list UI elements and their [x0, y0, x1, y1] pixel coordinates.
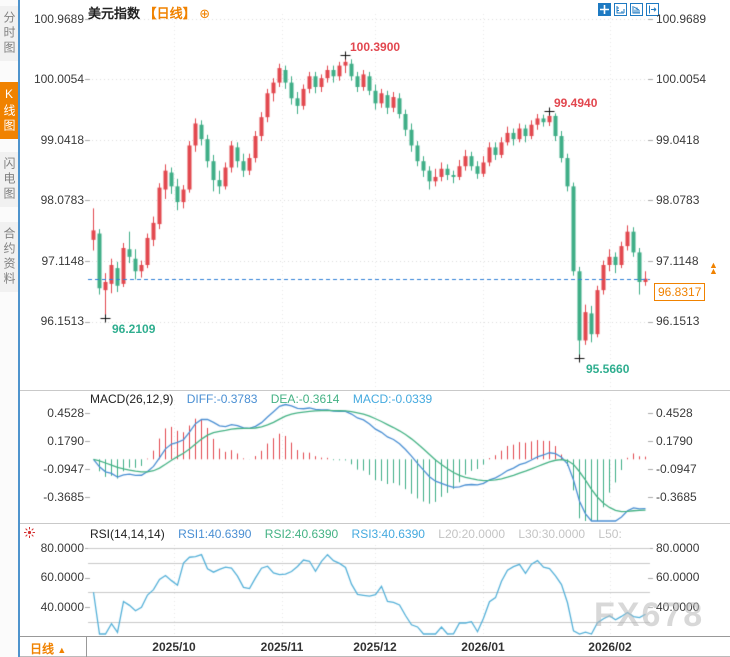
rsi-header: RSI(14,14,14) RSI1:40.6390 RSI2:40.6390 … [90, 527, 632, 541]
y-axis-label-left: 99.0418 [40, 133, 84, 147]
y-axis-label-left: 97.1148 [41, 254, 85, 268]
x-axis-label: 2025/11 [260, 640, 304, 654]
panel-divider [20, 523, 730, 524]
y-axis-label-left: 100.0054 [33, 72, 84, 86]
y-axis-label-left: 100.9689 [33, 12, 84, 26]
x-axis-label: 2026/01 [461, 640, 505, 654]
macd-axis-label-right: -0.3685 [656, 490, 697, 504]
annotation-low: 95.5660 [586, 362, 630, 376]
current-price-badge: 96.8317 [654, 283, 706, 301]
macd-title: MACD(26,12,9) [90, 392, 174, 406]
price-up-arrow-icon: ▲ ▲ [709, 260, 718, 276]
y-axis-label-right: 100.9689 [656, 12, 707, 26]
rsi-l50-value: L50: [598, 527, 622, 541]
rsi1-value: RSI1:40.6390 [178, 527, 252, 541]
y-axis-label-left: 96.1513 [40, 314, 84, 328]
macd-header: MACD(26,12,9) DIFF:-0.3783 DEA:-0.3614 M… [90, 392, 442, 406]
macd-axis-label-right: -0.0947 [656, 462, 697, 476]
annotation-low: 96.2109 [112, 322, 156, 336]
x-axis-label: 2025/12 [353, 640, 397, 654]
y-axis-label-right: 98.0783 [656, 193, 700, 207]
chart-title: 美元指数 【日线】 ⊕ [88, 3, 210, 22]
period-tag: 【日线】 [143, 6, 196, 21]
y-axis-label-right: 97.1148 [656, 254, 699, 268]
sidebar-item-timeline-chart[interactable]: 分时图 [0, 6, 18, 61]
crosshair-icon[interactable] [598, 3, 611, 16]
rsi-axis-label-right: 60.0000 [656, 570, 700, 584]
macd-diff-value: DIFF:-0.3783 [186, 392, 258, 406]
macd-axis-label-left: 0.4528 [47, 406, 84, 420]
macd-axis-label-right: 0.1790 [656, 434, 693, 448]
macd-dea-value: DEA:-0.3614 [270, 392, 340, 406]
rsi-title: RSI(14,14,14) [90, 527, 165, 541]
annotation-high: 100.3900 [350, 40, 401, 54]
sidebar-item-lightning-chart[interactable]: 闪电图 [0, 152, 18, 207]
macd-axis-label-left: -0.0947 [43, 462, 84, 476]
rsi-axis-label-right: 40.0000 [656, 600, 700, 614]
rsi-axis-label-left: 80.0000 [40, 541, 84, 555]
period-selector-tab[interactable]: 日线 ▲ [30, 642, 67, 656]
sidebar-item-kline-chart[interactable]: K线图 [0, 82, 18, 139]
y-axis-label-right: 100.0054 [656, 72, 707, 86]
indicator-window-icon[interactable] [630, 3, 643, 16]
indicator-settings-icon[interactable] [23, 526, 36, 539]
chart-toolbar [598, 3, 659, 16]
watermark: FX678 [594, 596, 705, 634]
macd-value: MACD:-0.0339 [352, 392, 433, 406]
symbol-name: 美元指数 [88, 6, 141, 21]
y-axis-label-right: 99.0418 [656, 133, 700, 147]
rsi-l20-value: L20:20.0000 [438, 527, 505, 541]
panel-divider [20, 390, 730, 391]
macd-axis-label-right: 0.4528 [656, 406, 693, 420]
chevron-up-icon: ▲ [57, 645, 67, 655]
macd-axis-label-left: -0.3685 [43, 490, 84, 504]
axis-scale-icon[interactable] [614, 3, 627, 16]
bottom-bar-divider [86, 636, 87, 657]
sidebar-item-contract-info[interactable]: 合约资料 [0, 222, 18, 292]
sidebar: 分时图 K线图 闪电图 合约资料 [0, 0, 20, 657]
annotation-high: 99.4940 [554, 96, 598, 110]
macd-axis-label-left: 0.1790 [47, 434, 84, 448]
add-indicator-icon[interactable]: ⊕ [199, 6, 211, 21]
x-axis-label: 2026/02 [588, 640, 632, 654]
rsi-l30-value: L30:30.0000 [518, 527, 586, 541]
rsi-axis-label-left: 40.0000 [40, 600, 84, 614]
page-forward-icon[interactable] [646, 3, 659, 16]
y-axis-label-left: 98.0783 [40, 193, 84, 207]
rsi-axis-label-left: 60.0000 [40, 570, 84, 584]
x-axis-label: 2025/10 [152, 640, 196, 654]
rsi-axis-label-right: 80.0000 [656, 541, 700, 555]
y-axis-label-right: 96.1513 [656, 314, 700, 328]
rsi3-value: RSI3:40.6390 [351, 527, 425, 541]
rsi2-value: RSI2:40.6390 [264, 527, 339, 541]
